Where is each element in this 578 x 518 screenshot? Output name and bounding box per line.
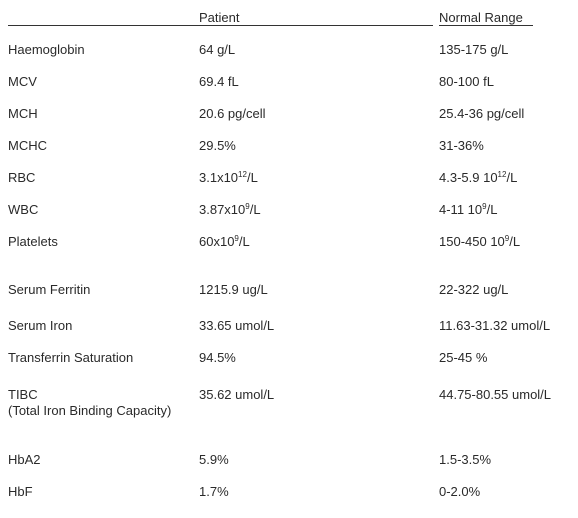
value-base: 4.3-5.9 10 — [439, 170, 498, 185]
value-exponent: 12 — [238, 170, 247, 179]
test-name: RBC — [8, 170, 36, 185]
header-underline-left — [8, 25, 433, 26]
patient-value: 69.4 fL — [199, 74, 239, 89]
value-base: 150-450 10 — [439, 234, 505, 249]
test-name: HbF — [8, 484, 33, 499]
value-unit: /L — [486, 202, 498, 217]
value-base: 60x10 — [199, 234, 235, 249]
normal-range-value: 135-175 g/L — [439, 42, 509, 57]
patient-column-header: Patient — [199, 10, 240, 25]
value-unit: /L — [506, 170, 518, 185]
normal-range-value: 4-11 109/L — [439, 202, 497, 218]
patient-value: 94.5% — [199, 350, 236, 365]
patient-value: 3.1x1012/L — [199, 170, 258, 186]
test-name-full: (Total Iron Binding Capacity) — [8, 403, 172, 418]
normal-range-value: 25-45 % — [439, 350, 488, 365]
value-base: 4-11 10 — [439, 202, 483, 217]
value-exponent: 9 — [482, 202, 487, 211]
test-name: Serum Iron — [8, 318, 73, 333]
value-base: 3.87x10 — [199, 202, 246, 217]
patient-value: 20.6 pg/cell — [199, 106, 266, 121]
normal-range-value: 11.63-31.32 umol/L — [439, 318, 551, 333]
patient-value: 33.65 umol/L — [199, 318, 275, 333]
header-underline-right — [439, 25, 533, 26]
value-exponent: 12 — [497, 170, 507, 179]
normal-range-value: 150-450 109/L — [439, 234, 520, 250]
patient-value: 5.9% — [199, 452, 229, 467]
normal-range-value: 4.3-5.9 1012/L — [439, 170, 517, 186]
normal-range-value: 0-2.0% — [439, 484, 481, 499]
test-name: TIBC (Total Iron Binding Capacity) — [8, 387, 171, 419]
patient-value: 35.62 umol/L — [199, 387, 275, 402]
value-unit: /L — [509, 234, 521, 249]
test-name: Serum Ferritin — [8, 282, 91, 297]
normal-range-value: 25.4-36 pg/cell — [439, 106, 525, 121]
value-unit: /L — [249, 202, 261, 217]
patient-value: 60x109/L — [199, 234, 250, 250]
normal-range-value: 80-100 fL — [439, 74, 494, 89]
test-name: MCHC — [8, 138, 47, 153]
value-exponent: 9 — [234, 234, 239, 243]
test-name: Transferrin Saturation — [8, 350, 134, 365]
patient-value: 64 g/L — [199, 42, 236, 57]
patient-value: 1215.9 ug/L — [199, 282, 268, 297]
normal-range-column-header: Normal Range — [439, 10, 523, 25]
value-unit: /L — [238, 234, 250, 249]
value-exponent: 9 — [245, 202, 250, 211]
test-name: HbA2 — [8, 452, 41, 467]
normal-range-value: 22-322 ug/L — [439, 282, 509, 297]
test-name: Haemoglobin — [8, 42, 85, 57]
test-name: WBC — [8, 202, 39, 217]
patient-value: 29.5% — [199, 138, 236, 153]
test-name: MCH — [8, 106, 38, 121]
test-name: Platelets — [8, 234, 58, 249]
patient-value: 1.7% — [199, 484, 229, 499]
value-base: 3.1x10 — [199, 170, 239, 185]
test-name-abbrev: TIBC — [8, 387, 38, 402]
value-unit: /L — [246, 170, 258, 185]
test-name: MCV — [8, 74, 37, 89]
normal-range-value: 1.5-3.5% — [439, 452, 492, 467]
value-exponent: 9 — [504, 234, 510, 243]
normal-range-value: 44.75-80.55 umol/L — [439, 387, 552, 402]
patient-value: 3.87x109/L — [199, 202, 261, 218]
normal-range-value: 31-36% — [439, 138, 484, 153]
